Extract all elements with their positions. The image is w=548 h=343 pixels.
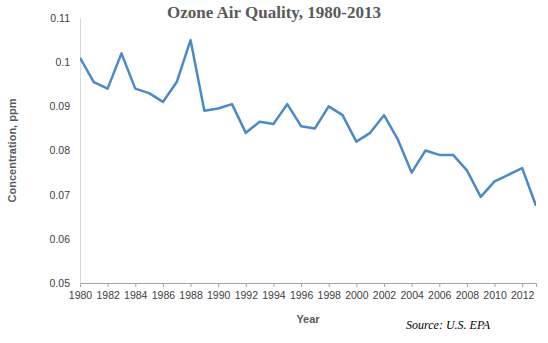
x-tick: 1988 xyxy=(179,283,203,301)
x-tick-mark xyxy=(439,283,440,287)
x-tick: 1980 xyxy=(69,283,93,301)
x-tick: 2002 xyxy=(373,283,397,301)
x-tick: 2012 xyxy=(511,283,535,301)
x-tick: 1992 xyxy=(235,283,259,301)
x-tick-label: 2008 xyxy=(456,289,480,301)
y-tick: 0.07 xyxy=(50,189,80,201)
y-tick: 0.1 xyxy=(55,56,80,68)
x-tick: 2006 xyxy=(428,283,452,301)
x-tick-mark xyxy=(522,283,523,287)
x-tick: 1984 xyxy=(124,283,148,301)
x-tick: 2000 xyxy=(345,283,369,301)
data-line xyxy=(80,40,536,206)
x-tick: 2004 xyxy=(400,283,424,301)
x-tick: 1996 xyxy=(290,283,314,301)
x-tick: 1990 xyxy=(207,283,231,301)
x-tick-mark xyxy=(301,283,302,287)
y-tick-label: 0.09 xyxy=(50,100,71,112)
x-tick: 1986 xyxy=(152,283,176,301)
x-tick-label: 2000 xyxy=(345,289,369,301)
x-axis-title: Year xyxy=(296,313,320,325)
y-axis-title: Concentration, ppm xyxy=(6,98,18,202)
x-tick: 2008 xyxy=(456,283,480,301)
x-tick-label: 1982 xyxy=(96,289,120,301)
x-tick-label: 1998 xyxy=(318,289,342,301)
x-tick-mark xyxy=(273,283,274,287)
x-tick-label: 1986 xyxy=(152,289,176,301)
y-tick-label: 0.06 xyxy=(50,233,71,245)
x-tick: 2010 xyxy=(483,283,507,301)
y-tick: 0.05 xyxy=(50,277,80,289)
x-axis: 19801982 1984 19861988 1990 19921994 1996 1998… xyxy=(69,283,537,301)
y-tick: 0.09 xyxy=(50,100,80,112)
x-tick-mark xyxy=(135,283,136,287)
source-note: Source: U.S. EPA xyxy=(406,318,491,332)
x-tick: 1998 xyxy=(318,283,342,301)
x-tick-mark xyxy=(356,283,357,287)
x-tick-mark xyxy=(384,283,385,287)
chart: 19801982 1984 19861988 1990 19921994 1996 1998… xyxy=(0,0,548,343)
x-tick-label: 1992 xyxy=(235,289,259,301)
y-tick: 0.08 xyxy=(50,144,80,156)
x-tick: 1982 xyxy=(96,283,120,301)
x-tick-label: 2012 xyxy=(511,289,535,301)
chart-title: Ozone Air Quality, 1980-2013 xyxy=(167,3,381,22)
x-tick-mark xyxy=(163,283,164,287)
marks xyxy=(80,40,536,206)
y-tick-label: 0.07 xyxy=(50,189,71,201)
y-tick-label: 0.08 xyxy=(50,144,71,156)
x-tick-mark xyxy=(246,283,247,287)
x-tick: 1994 xyxy=(262,283,286,301)
x-tick-label: 2006 xyxy=(428,289,452,301)
x-tick-label: 1996 xyxy=(290,289,314,301)
x-tick-label: 1988 xyxy=(179,289,203,301)
plot-area: 19801982 1984 19861988 1990 19921994 1996 1998… xyxy=(50,12,537,302)
x-tick-mark xyxy=(495,283,496,287)
x-tick-mark xyxy=(467,283,468,287)
x-tick-label: 2004 xyxy=(400,289,424,301)
x-tick-mark xyxy=(108,283,109,287)
x-tick-label: 1990 xyxy=(207,289,231,301)
x-tick-label: 1984 xyxy=(124,289,148,301)
y-tick-label: 0.11 xyxy=(50,12,70,24)
x-tick-label: 1994 xyxy=(262,289,286,301)
x-tick-label: 1980 xyxy=(69,289,93,301)
x-tick-mark xyxy=(329,283,330,287)
x-axis-line xyxy=(81,284,537,288)
y-tick: 0.11 xyxy=(50,12,80,24)
y-tick: 0.06 xyxy=(50,233,80,245)
y-tick-label: 0.05 xyxy=(50,277,71,289)
y-tick-label: 0.1 xyxy=(55,56,70,68)
x-tick-label: 2002 xyxy=(373,289,397,301)
x-tick-mark xyxy=(80,283,81,287)
x-tick-label: 2010 xyxy=(483,289,507,301)
x-tick-mark xyxy=(412,283,413,287)
y-axis: 0.05 0.06 0.07 0.08 0.09 0.1 0.11 xyxy=(50,12,81,289)
x-tick-mark xyxy=(218,283,219,287)
x-tick-mark xyxy=(191,283,192,287)
